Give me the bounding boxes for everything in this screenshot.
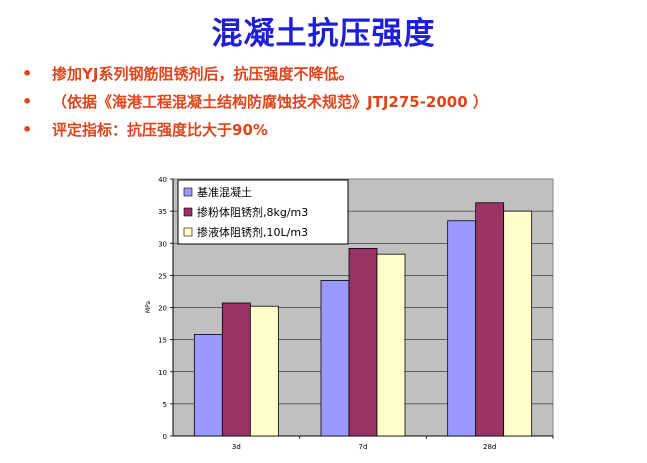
legend-swatch xyxy=(183,227,193,237)
bullet-list: • 掺加YJ系列钢筋阻锈剂后，抗压强度不降低。 • （依据《海港工程混凝土结构防… xyxy=(22,62,642,146)
bullet-item: • （依据《海港工程混凝土结构防腐蚀技术规范》JTJ275-2000 ） xyxy=(22,90,642,118)
bar xyxy=(503,210,533,437)
bullet-text: 掺加YJ系列钢筋阻锈剂后，抗压强度不降低。 xyxy=(52,65,354,83)
legend xyxy=(177,179,349,245)
bar xyxy=(376,253,406,437)
x-tick-label: 28d xyxy=(483,443,496,451)
legend-label: 掺粉体阻锈剂,8kg/m3 xyxy=(197,205,308,219)
y-tick-label: 5 xyxy=(163,401,167,409)
legend-label: 基准混凝土 xyxy=(197,185,252,199)
legend-swatch xyxy=(183,187,193,197)
bullet-item: • 掺加YJ系列钢筋阻锈剂后，抗压强度不降低。 xyxy=(22,62,642,90)
bar xyxy=(249,305,279,437)
y-tick-label: 15 xyxy=(158,337,167,345)
y-tick-label: 40 xyxy=(158,176,167,184)
legend-label: 掺液体阻锈剂,10L/m3 xyxy=(197,225,308,239)
bar xyxy=(447,220,477,437)
bullet-dot-icon: • xyxy=(22,120,33,139)
bar xyxy=(475,202,505,437)
y-tick-label: 30 xyxy=(158,240,167,248)
y-axis-label: MPa xyxy=(145,301,152,314)
bar xyxy=(320,280,350,437)
bullet-item: • 评定指标：抗压强度比大于90% xyxy=(22,118,642,146)
legend-swatch xyxy=(183,207,193,217)
bullet-dot-icon: • xyxy=(22,64,33,83)
bar xyxy=(193,334,223,437)
bullet-text: 评定指标：抗压强度比大于90% xyxy=(52,121,268,139)
y-tick-label: 25 xyxy=(158,272,167,280)
x-tick-label: 7d xyxy=(359,443,368,451)
y-tick-label: 35 xyxy=(158,208,167,216)
y-tick-label: 20 xyxy=(158,305,167,313)
bar xyxy=(221,302,251,437)
bullet-dot-icon: • xyxy=(22,92,33,111)
y-tick-label: 0 xyxy=(163,433,167,441)
bar xyxy=(348,247,378,437)
y-tick-label: 10 xyxy=(158,369,167,377)
x-tick-label: 3d xyxy=(232,443,241,451)
slide-title: 混凝土抗压强度 xyxy=(211,16,436,52)
bullet-text: （依据《海港工程混凝土结构防腐蚀技术规范》JTJ275-2000 ） xyxy=(52,93,488,111)
